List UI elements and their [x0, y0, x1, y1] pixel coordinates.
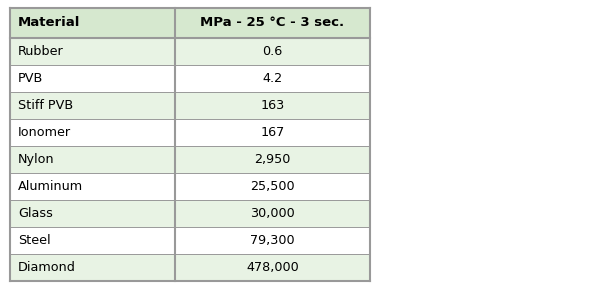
Text: Diamond: Diamond — [18, 261, 76, 274]
Text: 163: 163 — [260, 99, 284, 112]
Text: Ionomer: Ionomer — [18, 126, 71, 139]
Text: 167: 167 — [260, 126, 284, 139]
Text: 79,300: 79,300 — [250, 234, 295, 247]
Text: Stiff PVB: Stiff PVB — [18, 99, 73, 112]
Bar — [175, 119, 370, 146]
Text: Nylon: Nylon — [18, 153, 55, 166]
Text: 4.2: 4.2 — [262, 72, 283, 85]
Text: 30,000: 30,000 — [250, 207, 295, 220]
Bar — [10, 200, 175, 227]
Bar — [175, 8, 370, 38]
Text: Steel: Steel — [18, 234, 50, 247]
Bar — [175, 254, 370, 281]
Text: Rubber: Rubber — [18, 45, 64, 58]
Bar — [175, 227, 370, 254]
Bar — [175, 146, 370, 173]
Text: MPa - 25 °C - 3 sec.: MPa - 25 °C - 3 sec. — [200, 16, 344, 30]
Text: 25,500: 25,500 — [250, 180, 295, 193]
Bar — [175, 65, 370, 92]
Bar — [10, 173, 175, 200]
Text: 478,000: 478,000 — [246, 261, 299, 274]
Bar — [10, 119, 175, 146]
Bar — [10, 227, 175, 254]
Bar — [10, 65, 175, 92]
Text: Glass: Glass — [18, 207, 53, 220]
Bar — [10, 8, 175, 38]
Text: Material: Material — [18, 16, 80, 30]
Bar — [10, 254, 175, 281]
Bar — [10, 146, 175, 173]
Text: 0.6: 0.6 — [262, 45, 283, 58]
Bar — [175, 92, 370, 119]
Bar — [10, 92, 175, 119]
Bar — [10, 38, 175, 65]
Bar — [175, 38, 370, 65]
Bar — [175, 200, 370, 227]
Bar — [175, 173, 370, 200]
Text: 2,950: 2,950 — [254, 153, 290, 166]
Text: Aluminum: Aluminum — [18, 180, 83, 193]
Text: PVB: PVB — [18, 72, 43, 85]
